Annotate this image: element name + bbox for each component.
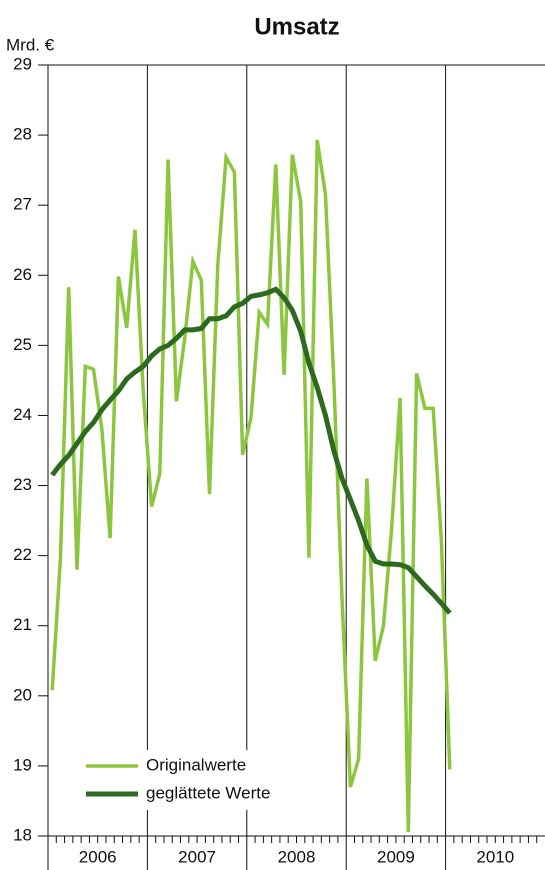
- chart-title: Umsatz: [254, 13, 339, 40]
- legend-label: geglättete Werte: [146, 783, 270, 802]
- x-tick-label: 2010: [476, 847, 514, 866]
- y-tick-label: 29: [13, 54, 32, 73]
- x-tick-label: 2008: [278, 847, 316, 866]
- x-tick-label: 2007: [178, 847, 216, 866]
- x-tick-label: 2009: [377, 847, 415, 866]
- y-tick-label: 21: [13, 615, 32, 634]
- legend-box: [76, 750, 312, 810]
- series-line: [50, 286, 452, 615]
- y-tick-label: 18: [13, 825, 32, 844]
- y-tick-label: 24: [13, 405, 32, 424]
- y-tick-label: 26: [13, 265, 32, 284]
- y-tick-label: 23: [13, 475, 32, 494]
- series-line: [50, 139, 452, 832]
- y-tick-label: 28: [13, 125, 32, 144]
- y-axis-label: Mrd. €: [6, 35, 55, 54]
- y-tick-label: 22: [13, 545, 32, 564]
- legend: Originalwerte geglättete Werte: [76, 750, 312, 810]
- x-tick-label: 2006: [79, 847, 117, 866]
- y-tick-label: 25: [13, 335, 32, 354]
- y-tick-label: 19: [13, 755, 32, 774]
- legend-label: Originalwerte: [146, 755, 246, 774]
- y-tick-label: 27: [13, 195, 32, 214]
- y-tick-label: 20: [13, 685, 32, 704]
